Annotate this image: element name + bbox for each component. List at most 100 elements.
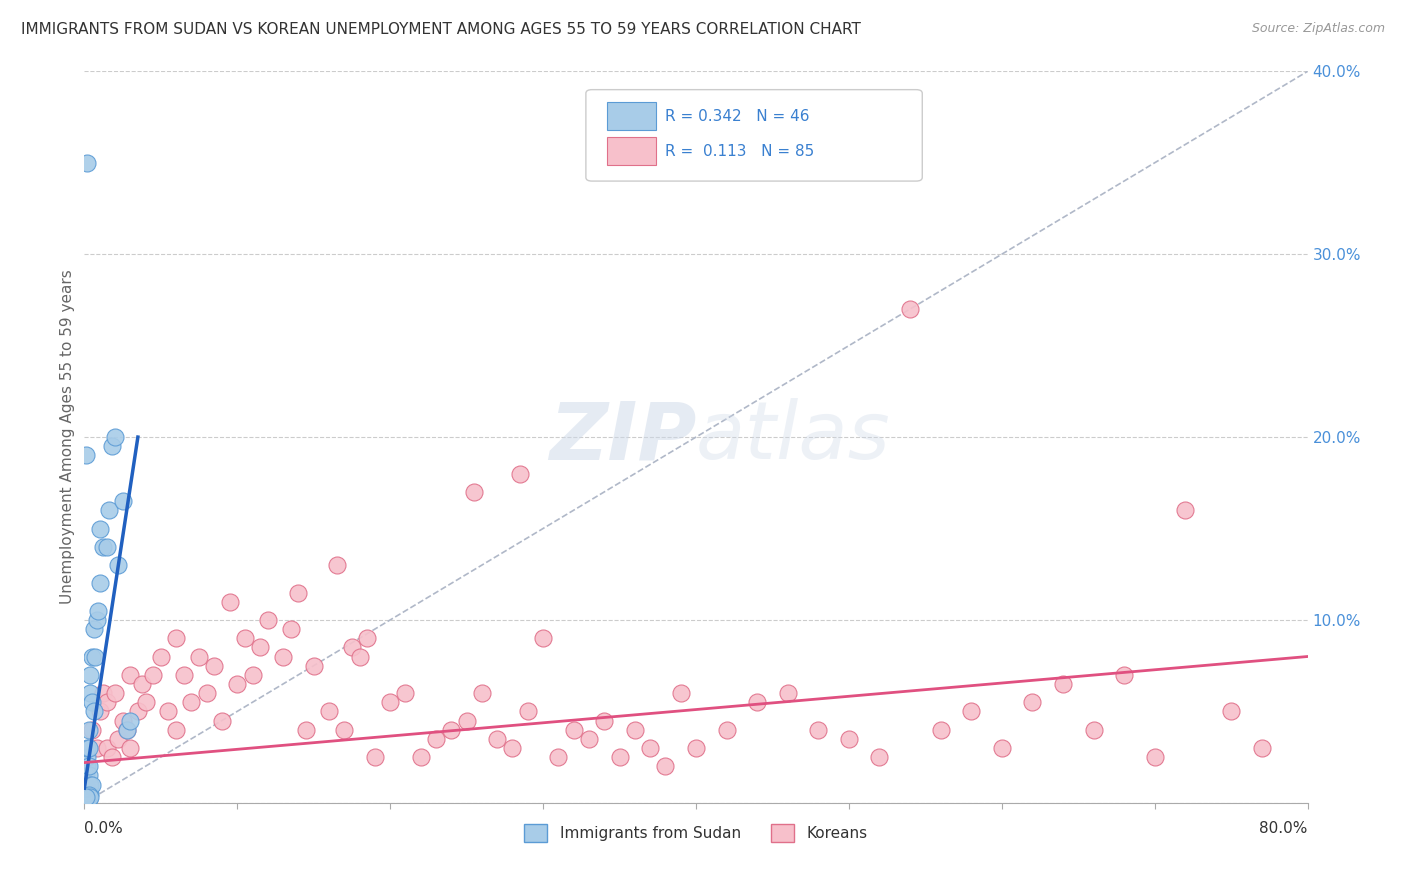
- Point: [77, 723, 100, 737]
- Point: [1220, 705, 1243, 719]
- Point: [838, 731, 860, 746]
- Point: [131, 677, 153, 691]
- Point: [1021, 695, 1043, 709]
- FancyBboxPatch shape: [586, 90, 922, 181]
- Point: [226, 677, 249, 691]
- Point: [80, 695, 103, 709]
- Point: [747, 695, 769, 709]
- Point: [96, 695, 118, 709]
- Point: [84, 649, 107, 664]
- Point: [89, 521, 111, 535]
- Point: [1052, 677, 1074, 691]
- Point: [547, 750, 569, 764]
- Point: [211, 714, 233, 728]
- Point: [115, 723, 138, 737]
- Point: [295, 723, 318, 737]
- Point: [486, 731, 509, 746]
- Point: [669, 686, 692, 700]
- Point: [380, 695, 402, 709]
- Text: 0.0%: 0.0%: [84, 822, 124, 837]
- Point: [87, 604, 110, 618]
- Point: [127, 705, 149, 719]
- Point: [325, 558, 347, 573]
- Point: [91, 686, 114, 700]
- Point: [76, 790, 98, 805]
- Point: [624, 723, 647, 737]
- Point: [75, 787, 97, 801]
- Point: [101, 439, 124, 453]
- Y-axis label: Unemployment Among Ages 55 to 59 years: Unemployment Among Ages 55 to 59 years: [60, 269, 75, 605]
- Point: [89, 705, 111, 719]
- Text: R =  0.113   N = 85: R = 0.113 N = 85: [665, 145, 814, 160]
- Point: [79, 790, 101, 805]
- Point: [76, 750, 98, 764]
- Point: [333, 723, 356, 737]
- Point: [97, 503, 120, 517]
- Point: [318, 705, 340, 719]
- Legend: Immigrants from Sudan, Koreans: Immigrants from Sudan, Koreans: [517, 816, 875, 850]
- Point: [173, 667, 195, 681]
- Point: [111, 494, 134, 508]
- Point: [409, 750, 432, 764]
- Point: [364, 750, 387, 764]
- Point: [349, 649, 371, 664]
- Point: [1174, 503, 1197, 517]
- Point: [107, 731, 129, 746]
- Point: [76, 740, 98, 755]
- Point: [75, 448, 97, 462]
- Point: [869, 750, 891, 764]
- Point: [77, 740, 100, 755]
- Point: [76, 759, 98, 773]
- Point: [104, 686, 127, 700]
- Text: IMMIGRANTS FROM SUDAN VS KOREAN UNEMPLOYMENT AMONG AGES 55 TO 59 YEARS CORRELATI: IMMIGRANTS FROM SUDAN VS KOREAN UNEMPLOY…: [21, 22, 860, 37]
- Text: 80.0%: 80.0%: [1260, 822, 1308, 837]
- Point: [960, 705, 983, 719]
- Point: [91, 540, 114, 554]
- Point: [79, 686, 101, 700]
- Point: [1083, 723, 1105, 737]
- Point: [83, 705, 105, 719]
- Point: [80, 723, 103, 737]
- Point: [120, 667, 142, 681]
- Point: [89, 576, 111, 591]
- Point: [101, 750, 124, 764]
- Point: [249, 640, 271, 655]
- Point: [76, 787, 98, 801]
- Bar: [606, 137, 655, 165]
- Point: [287, 585, 309, 599]
- Point: [578, 731, 600, 746]
- Text: R = 0.342   N = 46: R = 0.342 N = 46: [665, 109, 810, 124]
- Point: [75, 781, 97, 796]
- Point: [898, 301, 921, 317]
- Point: [77, 787, 100, 801]
- Text: atlas: atlas: [696, 398, 891, 476]
- Point: [609, 750, 631, 764]
- Point: [180, 695, 202, 709]
- Point: [257, 613, 280, 627]
- Point: [593, 714, 616, 728]
- Point: [218, 594, 240, 608]
- Point: [79, 778, 101, 792]
- Point: [96, 740, 118, 755]
- Point: [75, 778, 97, 792]
- Point: [76, 156, 98, 170]
- Point: [79, 787, 101, 801]
- Point: [195, 686, 218, 700]
- Point: [80, 649, 103, 664]
- Point: [188, 649, 211, 664]
- Point: [776, 686, 799, 700]
- Point: [135, 695, 157, 709]
- Point: [104, 430, 127, 444]
- Point: [80, 778, 103, 792]
- Point: [1143, 750, 1166, 764]
- Point: [83, 622, 105, 636]
- Point: [1114, 667, 1136, 681]
- Point: [77, 759, 100, 773]
- Point: [280, 622, 302, 636]
- Point: [929, 723, 952, 737]
- Point: [456, 714, 478, 728]
- Point: [471, 686, 494, 700]
- Point: [77, 789, 100, 803]
- Point: [202, 658, 225, 673]
- Point: [463, 485, 485, 500]
